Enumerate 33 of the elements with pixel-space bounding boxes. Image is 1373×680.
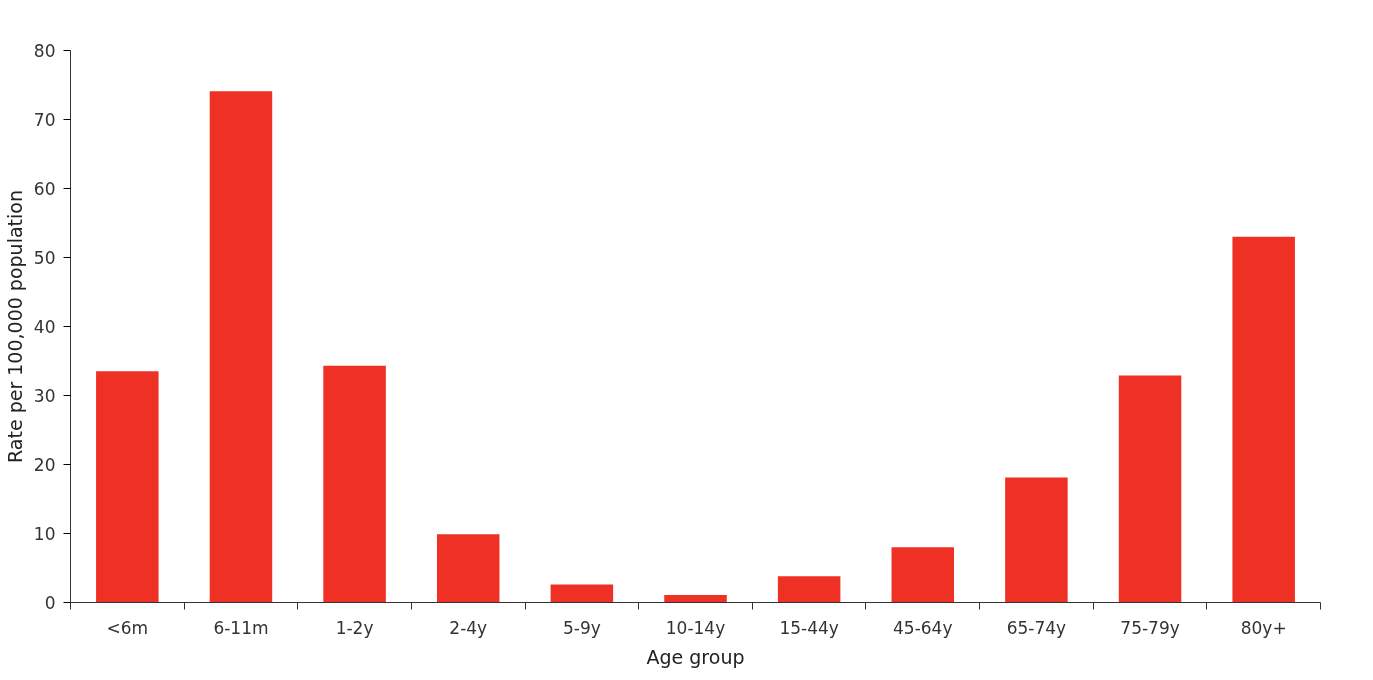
x-tick-label: <6m (106, 617, 149, 638)
x-tick-label: 75-79y (1120, 617, 1180, 638)
x-tick-label: 10-14y (665, 617, 726, 638)
x-tick-label: 65-74y (1006, 617, 1067, 638)
x-axis-title: Age group (646, 645, 745, 668)
x-tick-label: 15-44y (779, 617, 839, 638)
x-tick-label: 6-11m (213, 617, 269, 638)
y-tick-label: 40 (33, 317, 56, 337)
bar (664, 594, 727, 603)
y-axis-title: Rate per 100,000 population (3, 190, 26, 463)
bar (1118, 375, 1182, 603)
x-tick-label: 80y+ (1240, 617, 1287, 638)
bar (96, 371, 159, 603)
bar (550, 584, 614, 603)
bar (323, 365, 386, 603)
bar (1005, 477, 1068, 603)
bar (209, 91, 273, 603)
x-tick-label: 2-4y (449, 617, 488, 638)
x-tick-label: 45-64y (893, 617, 953, 638)
y-tick-label: 60 (33, 179, 56, 199)
y-tick-label: 0 (44, 593, 56, 613)
y-tick-label: 70 (33, 110, 56, 130)
y-tick-label: 30 (33, 386, 56, 406)
x-tick-label: 5-9y (562, 617, 601, 638)
bar (1232, 236, 1295, 603)
bar (436, 534, 500, 603)
bar (891, 547, 955, 603)
y-tick-label: 10 (33, 524, 56, 544)
y-tick-label: 50 (33, 248, 56, 268)
bar (777, 576, 841, 603)
x-tick-label: 1-2y (335, 617, 374, 638)
y-tick-label: 20 (33, 455, 56, 475)
y-tick-label: 80 (33, 41, 56, 61)
